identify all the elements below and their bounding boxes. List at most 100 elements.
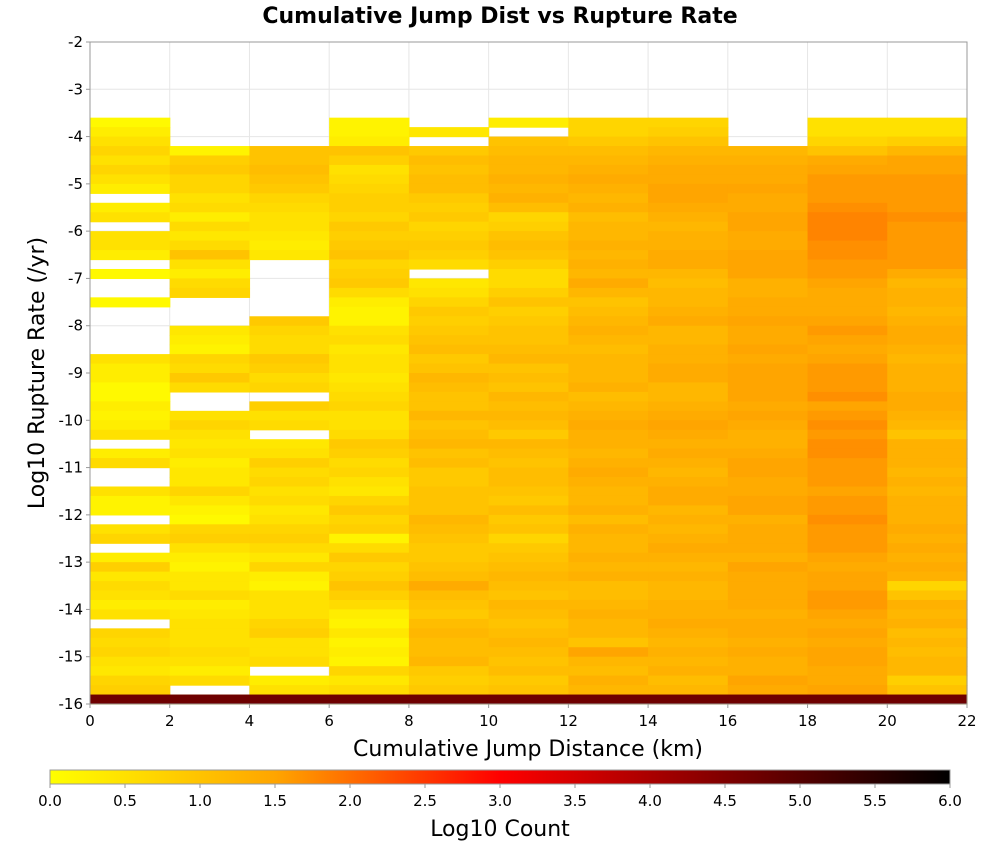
heatmap-cell: [807, 628, 888, 639]
heatmap-cell: [807, 155, 888, 166]
heatmap-cell: [249, 212, 330, 223]
y-tick-label: -3: [68, 80, 83, 98]
heatmap-cell: [329, 250, 410, 261]
heatmap-cell: [329, 524, 410, 535]
heatmap-cell: [408, 250, 490, 261]
heatmap-cell: [807, 533, 888, 544]
heatmap-cell: [568, 581, 649, 592]
heatmap-cell: [568, 202, 649, 213]
heatmap-cell: [408, 373, 490, 384]
heatmap-cell: [807, 420, 888, 431]
heatmap-cell: [329, 685, 410, 696]
heatmap-cell: [408, 344, 490, 355]
heatmap-cell: [408, 647, 490, 658]
heatmap-cell: [568, 297, 649, 308]
heatmap-cell: [408, 581, 490, 592]
heatmap-cell: [887, 656, 968, 667]
heatmap-cell: [887, 373, 968, 384]
heatmap-cell: [648, 495, 729, 506]
heatmap-cell: [568, 127, 649, 138]
heatmap-cell: [648, 316, 729, 327]
heatmap-cell: [648, 514, 729, 525]
heatmap-cell: [488, 297, 569, 308]
heatmap-cell: [727, 514, 809, 525]
heatmap-cell: [807, 335, 888, 346]
heatmap-cell: [648, 581, 729, 592]
heatmap-cell: [249, 363, 330, 374]
heatmap-cell: [807, 117, 888, 128]
heatmap-cell: [887, 202, 968, 213]
heatmap-cell: [488, 212, 569, 223]
heatmap-cell: [887, 127, 968, 138]
heatmap-cell: [329, 391, 410, 402]
heatmap-cell: [648, 373, 729, 384]
heatmap-cell: [488, 325, 569, 336]
heatmap-cell: [648, 439, 729, 450]
heatmap-cell: [90, 448, 171, 459]
heatmap-cell: [408, 552, 490, 563]
heatmap-cell: [727, 495, 809, 506]
heatmap-cell: [807, 505, 888, 516]
heatmap-cell: [488, 552, 569, 563]
heatmap-cell: [90, 685, 171, 696]
heatmap-cell: [90, 505, 171, 516]
heatmap-cell: [329, 467, 410, 478]
heatmap-cell: [329, 174, 410, 185]
heatmap-cell: [648, 533, 729, 544]
heatmap-cell: [408, 325, 490, 336]
heatmap-cell: [488, 533, 569, 544]
heatmap-cell: [249, 174, 330, 185]
heatmap-cell: [329, 240, 410, 251]
heatmap-cell: [568, 448, 649, 459]
heatmap-cell: [727, 174, 809, 185]
heatmap-cell: [90, 647, 171, 658]
heatmap-cell: [568, 401, 649, 412]
heatmap-cell: [488, 382, 569, 393]
heatmap-cell: [807, 136, 888, 147]
heatmap-cell: [807, 193, 888, 204]
heatmap-cell: [807, 467, 888, 478]
heatmap-cell: [90, 524, 171, 535]
heatmap-cell: [568, 306, 649, 317]
heatmap-cell: [329, 458, 410, 469]
heatmap-cell: [887, 193, 968, 204]
heatmap-cell: [648, 202, 729, 213]
heatmap-cell: [169, 458, 251, 469]
heatmap-cell: [90, 136, 171, 147]
heatmap-cell: [329, 420, 410, 431]
heatmap-cell: [90, 458, 171, 469]
heatmap-cell: [807, 458, 888, 469]
heatmap-cell: [727, 458, 809, 469]
heatmap-cell: [648, 420, 729, 431]
heatmap-cell: [169, 448, 251, 459]
heatmap-cell: [90, 410, 171, 421]
heatmap-cell: [249, 609, 330, 620]
heatmap-cell: [488, 448, 569, 459]
heatmap-cell: [807, 477, 888, 488]
heatmap-cell: [887, 344, 968, 355]
heatmap-cell: [887, 231, 968, 242]
heatmap-cell: [648, 552, 729, 563]
heatmap-cell: [887, 609, 968, 620]
heatmap-cell: [727, 429, 809, 440]
heatmap-cell: [90, 562, 171, 573]
y-axis-label: Log10 Rupture Rate (/yr): [25, 237, 50, 509]
heatmap-cell: [90, 202, 171, 213]
heatmap-cell: [329, 571, 410, 582]
heatmap-cell: [329, 495, 410, 506]
heatmap-cell: [90, 656, 171, 667]
heatmap-cell: [648, 647, 729, 658]
heatmap-cell: [807, 410, 888, 421]
heatmap-cell: [169, 429, 251, 440]
heatmap-cell: [488, 363, 569, 374]
heatmap-cell: [329, 675, 410, 686]
heatmap-cell: [408, 316, 490, 327]
heatmap-cell: [329, 429, 410, 440]
heatmap-cell: [90, 155, 171, 166]
colorbar-tick-label: 6.0: [938, 792, 962, 810]
heatmap-cell: [648, 401, 729, 412]
heatmap-cell: [807, 268, 888, 280]
heatmap-cell: [727, 675, 809, 686]
x-tick-label: 6: [324, 712, 334, 730]
heatmap-cell: [568, 458, 649, 469]
